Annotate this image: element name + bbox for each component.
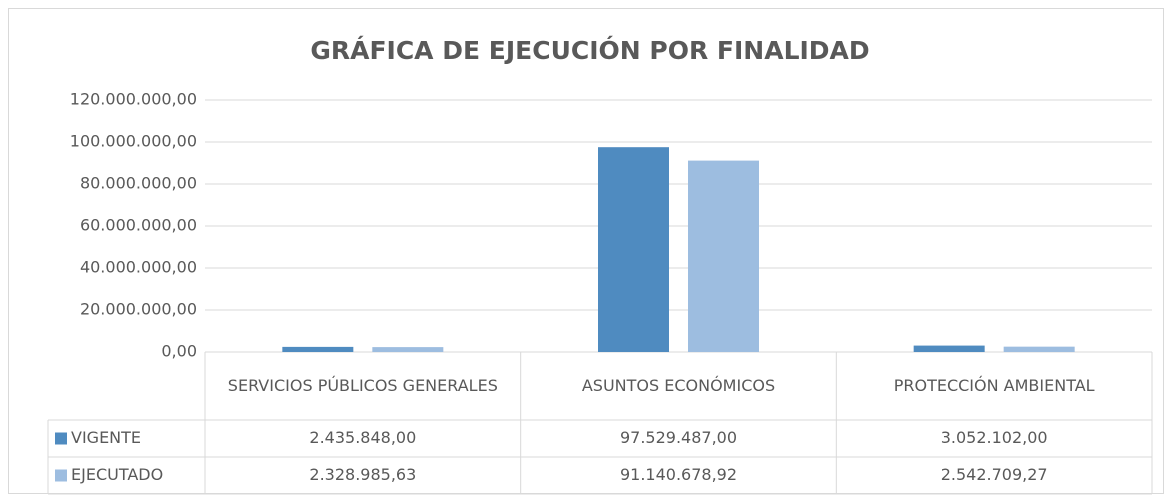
data-label: 2.435.848,00	[309, 428, 416, 447]
bar	[1003, 346, 1075, 352]
y-tick-label: 40.000.000,00	[80, 258, 197, 277]
y-tick-label: 120.000.000,00	[70, 90, 197, 109]
data-label: 97.529.487,00	[620, 428, 737, 447]
x-tick-label: SERVICIOS PÚBLICOS GENERALES	[227, 376, 498, 395]
bar	[913, 345, 985, 352]
bar	[282, 346, 354, 352]
data-label: 91.140.678,92	[620, 465, 737, 484]
x-tick-label: PROTECCIÓN AMBIENTAL	[893, 376, 1095, 395]
data-label: 2.542.709,27	[941, 465, 1048, 484]
data-label: 3.052.102,00	[941, 428, 1048, 447]
legend-label: EJECUTADO	[71, 465, 163, 484]
x-tick-label: ASUNTOS ECONÓMICOS	[581, 376, 776, 395]
y-tick-label: 0,00	[161, 342, 197, 361]
y-tick-label: 60.000.000,00	[80, 216, 197, 235]
data-label: 2.328.985,63	[309, 465, 416, 484]
bar	[598, 147, 669, 352]
chart-title: GRÁFICA DE EJECUCIÓN POR FINALIDAD	[310, 35, 869, 65]
y-tick-label: 100.000.000,00	[70, 132, 197, 151]
legend-swatch	[55, 432, 67, 445]
chart-border	[8, 8, 1164, 494]
legend-swatch	[55, 469, 67, 482]
y-tick-label: 20.000.000,00	[80, 300, 197, 319]
legend-label: VIGENTE	[71, 428, 141, 447]
bar	[372, 347, 444, 352]
bar	[688, 160, 759, 352]
y-tick-label: 80.000.000,00	[80, 174, 197, 193]
